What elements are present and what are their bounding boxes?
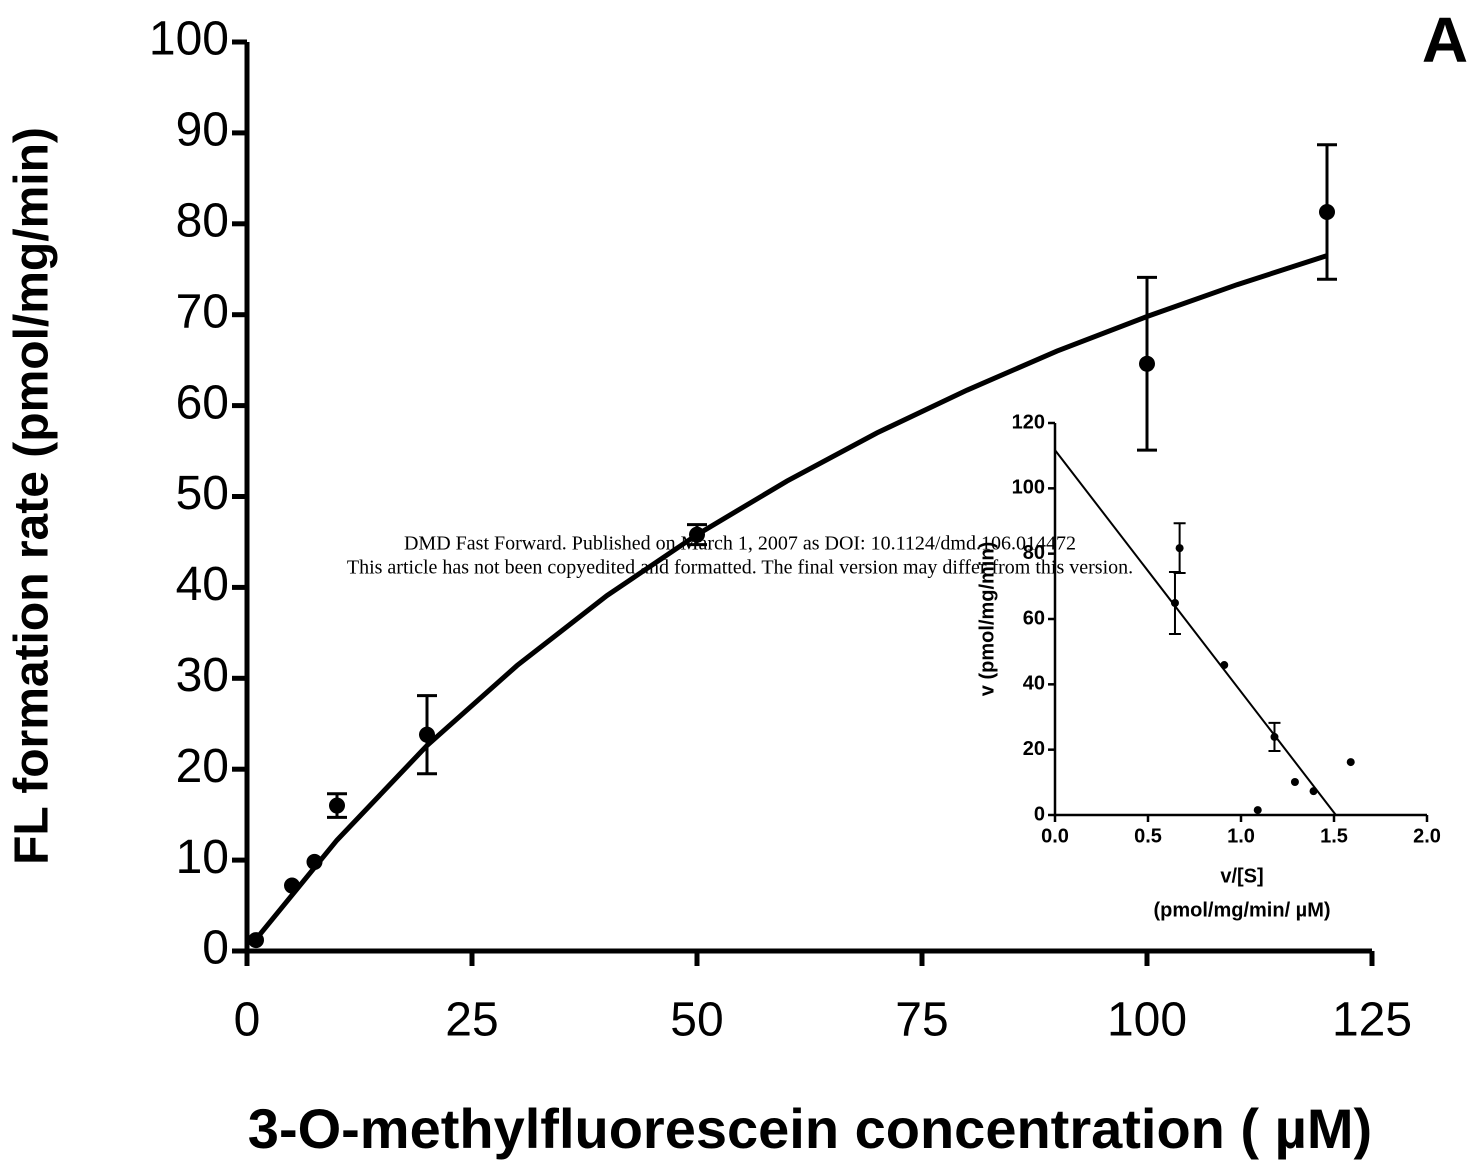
y-tick-label: 10 bbox=[176, 831, 229, 884]
y-tick-label: 40 bbox=[176, 558, 229, 611]
data-point bbox=[306, 853, 323, 870]
y-tick-label: 100 bbox=[149, 13, 229, 66]
data-point bbox=[689, 526, 705, 543]
inset-y-axis-label: v (pmol/mg/min) bbox=[976, 542, 998, 696]
y-tick-label: 20 bbox=[176, 740, 229, 793]
x-tick-label: 50 bbox=[670, 994, 723, 1047]
x-tick-label: 75 bbox=[895, 994, 948, 1047]
data-point bbox=[1175, 544, 1184, 553]
data-point bbox=[1346, 758, 1355, 767]
y-tick-label: 120 bbox=[1012, 411, 1045, 433]
y-tick-label: 40 bbox=[1023, 673, 1045, 695]
x-axis-label: 3-O-methylfluorescein concentration ( µM… bbox=[248, 1097, 1372, 1160]
y-tick-label: 60 bbox=[176, 376, 229, 429]
data-point bbox=[284, 877, 300, 894]
y-tick-label: 80 bbox=[1023, 542, 1045, 564]
y-tick-label: 50 bbox=[176, 467, 229, 520]
y-tick-label: 90 bbox=[176, 104, 229, 157]
inset-x-axis-label: v/[S] bbox=[1220, 865, 1263, 887]
data-point bbox=[1253, 806, 1262, 815]
data-point bbox=[1170, 598, 1179, 607]
data-point bbox=[419, 726, 435, 743]
fit-line bbox=[1054, 449, 1337, 816]
data-point bbox=[1309, 787, 1318, 796]
inset-x-axis-label: (pmol/mg/min/ µM) bbox=[1153, 899, 1330, 921]
x-tick-label: 100 bbox=[1107, 994, 1187, 1047]
watermark: DMD Fast Forward. Published on March 1, … bbox=[404, 533, 1076, 555]
y-tick-label: 60 bbox=[1023, 607, 1045, 629]
data-point bbox=[1290, 778, 1299, 787]
x-tick-label: 1.5 bbox=[1320, 825, 1348, 847]
y-axis-label: FL formation rate (pmol/mg/min) bbox=[6, 127, 59, 865]
x-tick-label: 25 bbox=[445, 994, 498, 1047]
y-tick-label: 0 bbox=[202, 922, 229, 975]
data-point bbox=[1319, 203, 1335, 220]
data-point bbox=[1270, 732, 1279, 741]
y-tick-label: 20 bbox=[1023, 738, 1045, 760]
fit-line bbox=[254, 253, 1328, 941]
x-tick-label: 2.0 bbox=[1413, 825, 1441, 847]
y-tick-label: 30 bbox=[176, 649, 229, 702]
x-tick-label: 125 bbox=[1332, 994, 1412, 1047]
y-tick-label: 100 bbox=[1012, 477, 1045, 499]
x-tick-label: 1.0 bbox=[1227, 825, 1255, 847]
data-point bbox=[1139, 355, 1155, 372]
x-tick-label: 0.5 bbox=[1134, 825, 1162, 847]
x-tick-label: 0 bbox=[234, 994, 261, 1047]
watermark: This article has not been copyedited and… bbox=[347, 557, 1133, 579]
data-point bbox=[329, 797, 345, 814]
y-tick-label: 80 bbox=[176, 194, 229, 247]
y-tick-label: 70 bbox=[176, 285, 229, 338]
panel-label: A bbox=[1422, 4, 1468, 76]
data-point bbox=[248, 932, 264, 949]
x-tick-label: 0.0 bbox=[1041, 825, 1069, 847]
data-point bbox=[1220, 661, 1229, 670]
y-tick-label: 0 bbox=[1034, 803, 1045, 825]
